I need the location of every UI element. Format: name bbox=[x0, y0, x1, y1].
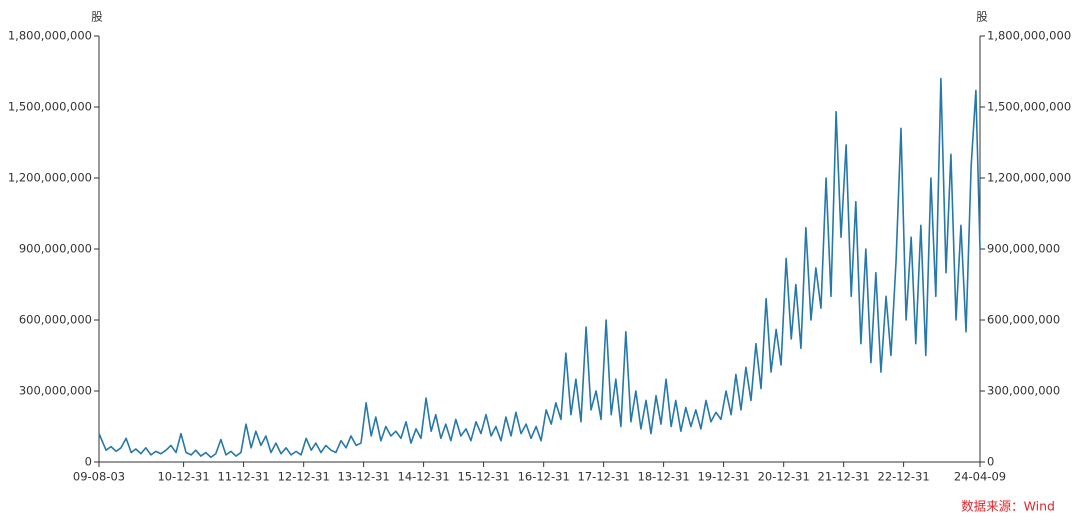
x-tick-label: 16-12-31 bbox=[518, 470, 570, 484]
x-tick-label: 14-12-31 bbox=[398, 470, 450, 484]
line bbox=[98, 77, 981, 459]
y2-tick-label: 300,000,000 bbox=[987, 384, 1060, 398]
y2-tick-label: 900,000,000 bbox=[987, 242, 1060, 256]
y2-tick-label: 1,200,000,000 bbox=[987, 171, 1071, 185]
y-tick-label: 900,000,000 bbox=[19, 242, 92, 256]
x-tick-label: 11-12-31 bbox=[217, 470, 269, 484]
y-tick-label: 1,800,000,000 bbox=[8, 29, 92, 43]
y-tick-label: 1,200,000,000 bbox=[8, 171, 92, 185]
y-tick-label: 600,000,000 bbox=[19, 313, 92, 327]
x-tick-label: 20-12-31 bbox=[758, 470, 810, 484]
x-tick-label: 21-12-31 bbox=[818, 470, 870, 484]
y2-unit: 股 bbox=[976, 10, 988, 24]
y-tick-label: 300,000,000 bbox=[19, 384, 92, 398]
x-tick-label: 09-08-03 bbox=[73, 470, 125, 484]
y-tick-label: 1,500,000,000 bbox=[8, 100, 92, 114]
y2-tick-label: 600,000,000 bbox=[987, 313, 1060, 327]
y-unit: 股 bbox=[91, 10, 103, 24]
x-tick-label: 19-12-31 bbox=[697, 470, 749, 484]
x-tick-label: 18-12-31 bbox=[638, 470, 690, 484]
source: 数据来源：Wind bbox=[961, 499, 1055, 514]
x-tick-label: 17-12-31 bbox=[578, 470, 630, 484]
y-tick-label: 0 bbox=[85, 455, 92, 469]
x-tick-label: 13-12-31 bbox=[338, 470, 390, 484]
x-tick-label: 22-12-31 bbox=[878, 470, 930, 484]
x-tick-label: 15-12-31 bbox=[457, 470, 509, 484]
y2-tick-label: 1,800,000,000 bbox=[987, 29, 1071, 43]
x-tick-label: 12-12-31 bbox=[278, 470, 330, 484]
x-tick-label: 24-04-09 bbox=[954, 470, 1006, 484]
x-tick-label: 10-12-31 bbox=[157, 470, 209, 484]
y2-tick-label: 1,500,000,000 bbox=[987, 100, 1071, 114]
y2-tick-label: 0 bbox=[987, 455, 994, 469]
